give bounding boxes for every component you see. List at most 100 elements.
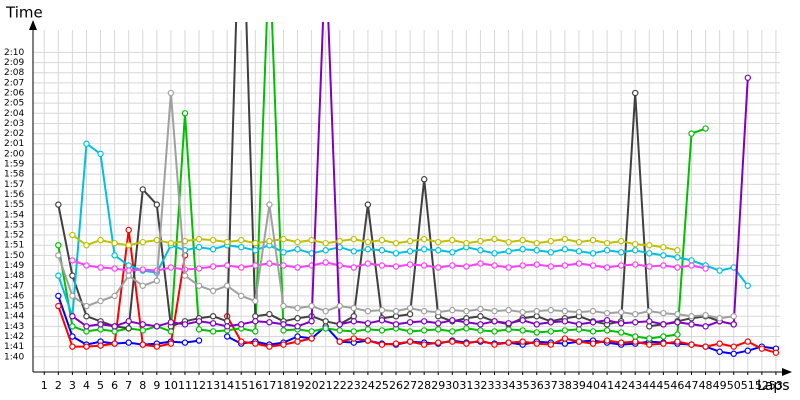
data-point — [378, 327, 386, 334]
data-point — [294, 333, 301, 340]
data-point — [209, 320, 217, 327]
data-point — [336, 321, 343, 328]
data-point — [547, 319, 554, 326]
y-tick-label: 1:50 — [4, 251, 24, 261]
data-point — [209, 246, 217, 253]
data-point — [392, 307, 400, 315]
data-point — [505, 320, 512, 327]
data-point — [280, 249, 287, 256]
data-point — [589, 250, 597, 257]
data-point — [519, 236, 526, 244]
series-line — [71, 234, 678, 252]
data-point — [97, 297, 104, 305]
data-point — [730, 350, 737, 357]
data-point — [294, 246, 301, 253]
x-tick-label: 24 — [361, 379, 375, 392]
data-point — [167, 89, 175, 97]
data-point — [266, 343, 273, 350]
data-point — [69, 272, 76, 279]
data-point — [294, 264, 301, 271]
data-point — [252, 328, 259, 335]
data-point — [266, 260, 273, 267]
data-point — [364, 201, 372, 208]
data-point — [477, 321, 484, 328]
data-point — [125, 318, 132, 325]
data-point — [139, 266, 146, 273]
x-tick-label: 32 — [473, 379, 487, 392]
data-point — [364, 246, 372, 253]
data-point — [223, 282, 231, 289]
data-point — [69, 333, 76, 340]
data-point — [181, 110, 189, 117]
data-point — [181, 321, 189, 328]
x-tick-label: 39 — [572, 379, 586, 392]
data-point — [533, 247, 540, 254]
data-point — [632, 310, 639, 318]
data-point — [378, 262, 386, 269]
data-point — [674, 310, 681, 318]
data-point — [280, 327, 287, 334]
y-tick-label: 1:56 — [4, 190, 24, 200]
data-point — [491, 328, 498, 335]
data-point — [533, 261, 540, 268]
data-point — [153, 323, 161, 330]
x-tick-label: 27 — [403, 379, 417, 392]
data-point — [632, 89, 639, 97]
data-point — [55, 201, 62, 208]
data-point — [378, 306, 386, 314]
data-point — [603, 264, 611, 271]
data-point — [336, 302, 343, 310]
data-point — [603, 247, 611, 254]
x-tick-label: 47 — [685, 379, 699, 392]
data-point — [420, 262, 428, 269]
y-tick-label: 2:09 — [4, 58, 24, 68]
data-point — [547, 328, 554, 335]
x-tick-label: 7 — [125, 379, 132, 392]
x-tick-label: 8 — [139, 379, 146, 392]
data-point — [252, 313, 259, 320]
x-tick-label: 21 — [319, 379, 333, 392]
data-point — [167, 264, 175, 271]
grid — [33, 30, 780, 372]
data-point — [139, 186, 146, 193]
data-point — [350, 235, 358, 243]
data-point — [435, 247, 442, 254]
data-point — [378, 341, 386, 348]
data-point — [744, 347, 751, 354]
data-point — [308, 318, 315, 325]
data-point — [308, 236, 315, 244]
data-point — [463, 319, 470, 326]
data-point — [632, 247, 639, 254]
data-point — [406, 338, 414, 345]
data-point — [252, 239, 259, 247]
data-point — [350, 304, 358, 312]
data-point — [378, 236, 386, 244]
data-point — [491, 262, 498, 269]
data-point — [575, 308, 583, 316]
ticks: 1:401:411:421:431:441:451:461:471:481:49… — [4, 48, 783, 392]
data-point — [97, 321, 104, 328]
x-tick-label: 51 — [741, 379, 755, 392]
data-point — [646, 250, 653, 257]
data-point — [209, 236, 217, 244]
data-point — [153, 343, 161, 350]
data-point — [491, 318, 498, 325]
data-point — [660, 252, 667, 259]
data-point — [364, 326, 372, 333]
x-tick-label: 4 — [83, 379, 90, 392]
data-point — [266, 237, 273, 245]
data-point — [111, 265, 118, 272]
data-point — [125, 262, 132, 269]
data-point — [646, 323, 653, 330]
data-point — [252, 340, 259, 347]
data-point — [209, 328, 217, 335]
data-point — [420, 341, 428, 348]
data-point — [533, 329, 540, 336]
y-tick-label: 2:05 — [4, 99, 24, 109]
data-point — [406, 310, 414, 318]
data-point — [125, 272, 132, 279]
data-point — [294, 315, 301, 322]
y-tick-label: 1:40 — [4, 352, 24, 362]
y-tick-label: 1:48 — [4, 271, 24, 281]
